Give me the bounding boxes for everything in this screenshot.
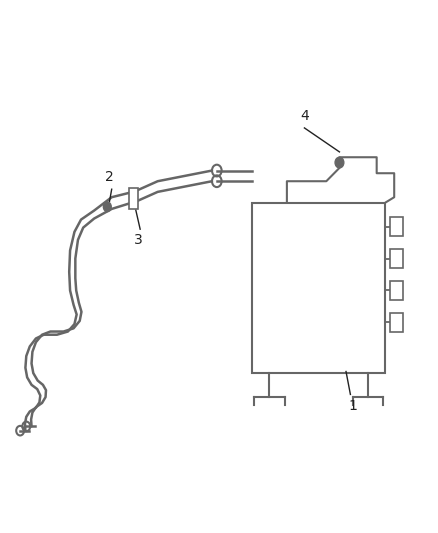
Text: 3: 3	[134, 233, 142, 247]
Circle shape	[103, 202, 111, 212]
Text: 4: 4	[300, 109, 309, 123]
Bar	[129, 188, 138, 209]
Circle shape	[335, 157, 344, 168]
Bar	[390, 313, 403, 332]
Bar	[252, 203, 385, 373]
Text: 2: 2	[105, 170, 114, 184]
Text: 1: 1	[348, 399, 357, 413]
Bar	[390, 281, 403, 300]
Bar	[390, 217, 403, 236]
Bar	[390, 249, 403, 268]
